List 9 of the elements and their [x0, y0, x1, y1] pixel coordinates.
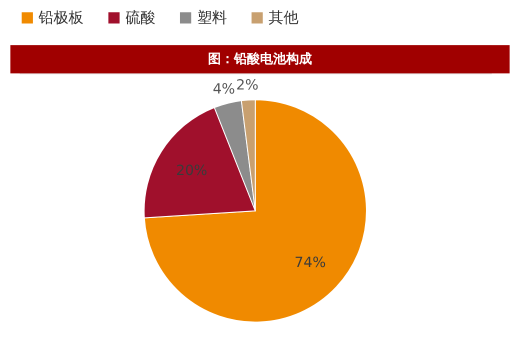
data-label: 2% — [236, 78, 259, 94]
legend-label: 其他 — [268, 8, 298, 27]
legend-label: 塑料 — [196, 8, 227, 27]
data-label: 4% — [212, 81, 236, 98]
legend-label: 铅极板 — [38, 8, 84, 27]
data-label: 74% — [294, 255, 326, 272]
legend-label: 硫酸 — [125, 8, 156, 27]
data-label: 20% — [176, 163, 208, 180]
text: 图：铅酸电池构成 — [208, 50, 312, 67]
